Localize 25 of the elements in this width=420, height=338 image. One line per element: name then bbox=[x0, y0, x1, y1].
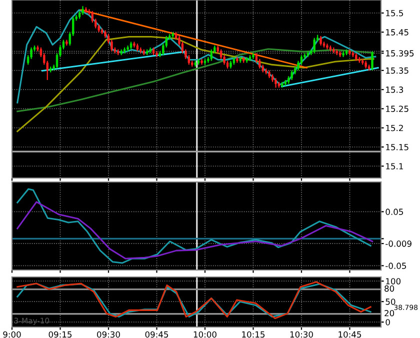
y-tick-label: 15.2 bbox=[386, 124, 403, 132]
x-tick-label: 10:45 bbox=[338, 331, 362, 338]
y-tick-label: 50 bbox=[386, 298, 396, 305]
y-tick-label: 15.5 bbox=[386, 10, 403, 16]
y-tick-label: 100 bbox=[386, 278, 401, 284]
y-tick-label: 15.45 bbox=[386, 29, 408, 36]
y-tick-label: 15.3 bbox=[386, 86, 404, 93]
y-tick-label: 0 bbox=[386, 319, 390, 326]
y-tick-label: 15.15 bbox=[386, 144, 408, 150]
x-tick-label: 9:00 bbox=[3, 331, 21, 338]
x-tick-label: 10:15 bbox=[242, 331, 265, 338]
x-tick-label: 09:45 bbox=[145, 331, 168, 338]
x-tick-label: 10:00 bbox=[194, 331, 216, 338]
y-tick-label: -0.009 bbox=[386, 240, 412, 247]
ref-line-label: 20 bbox=[384, 310, 394, 316]
y-tick-label: 15.25 bbox=[386, 106, 408, 112]
x-tick-label: 10:30 bbox=[290, 331, 313, 338]
y-tick-label: 15.1 bbox=[386, 163, 403, 170]
y-tick-label: 0.05 bbox=[386, 208, 403, 215]
y-tick-label: 15.35 bbox=[386, 67, 408, 74]
x-tick-label: 09:30 bbox=[97, 331, 120, 338]
x-tick-label: 09:15 bbox=[48, 331, 72, 338]
y-tick-label: -0.05 bbox=[386, 262, 406, 269]
ref-line-label: 80 bbox=[384, 285, 394, 292]
y-tick-label: 15.395 bbox=[386, 50, 414, 56]
